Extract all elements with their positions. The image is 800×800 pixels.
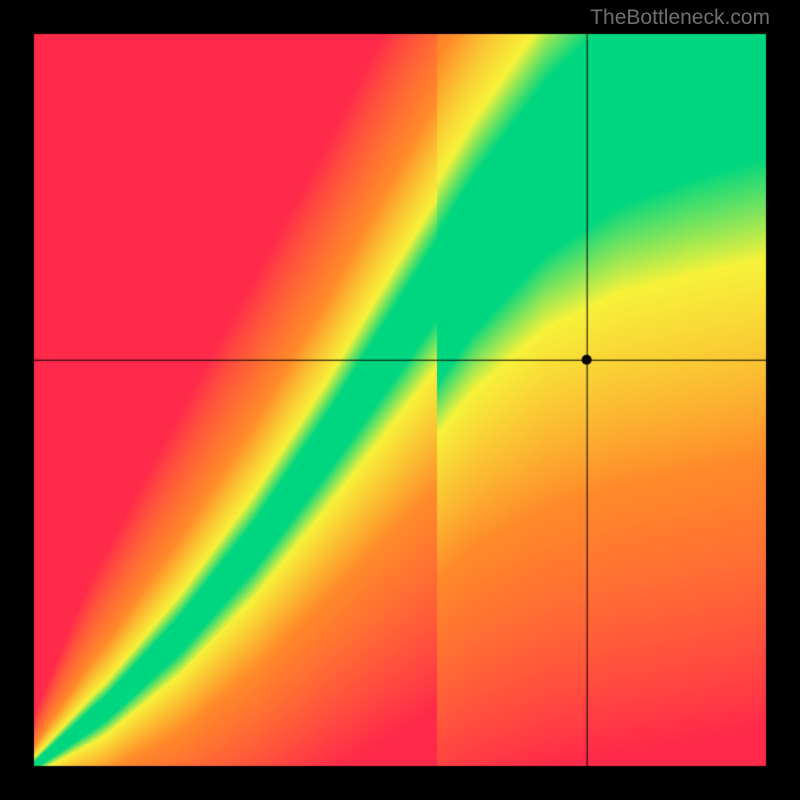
heatmap-canvas [0, 0, 800, 800]
watermark-text: TheBottleneck.com [590, 6, 770, 30]
chart-container: TheBottleneck.com [0, 0, 800, 800]
